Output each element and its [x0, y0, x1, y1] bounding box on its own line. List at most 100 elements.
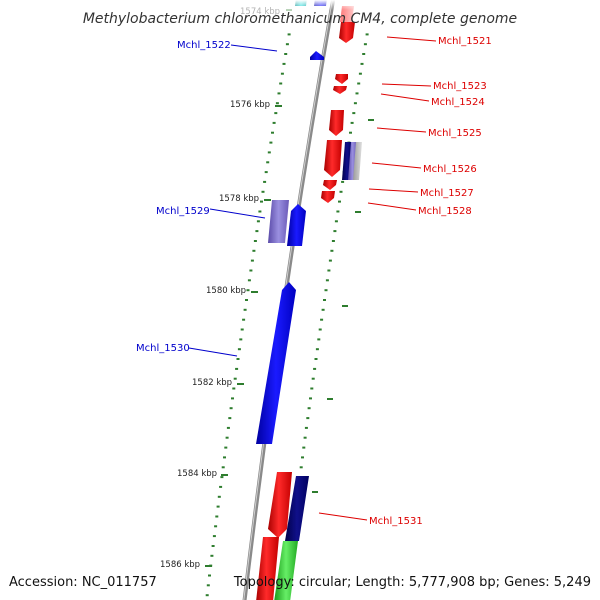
major-tick [205, 565, 212, 567]
minor-tick-left [232, 387, 236, 390]
minor-tick-right [352, 112, 356, 115]
gene-features [256, 0, 362, 600]
leader-line [386, 36, 437, 42]
minor-tick-right [299, 466, 303, 469]
minor-tick-right [330, 249, 334, 252]
minor-tick-right [363, 43, 367, 46]
gene-feature-bottom-red[interactable] [256, 537, 279, 600]
minor-tick-left [275, 102, 279, 105]
major-tick [221, 474, 228, 476]
coordinate-label: 1580 kbp [206, 286, 246, 296]
gene-label-mchl-1523[interactable]: Mchl_1523 [433, 81, 487, 92]
minor-tick-left [269, 141, 273, 144]
coordinate-label: 1576 kbp [230, 100, 270, 110]
minor-tick-right [302, 446, 306, 449]
leader-line [368, 188, 419, 193]
minor-tick-left [284, 53, 288, 55]
leader-line [376, 127, 427, 133]
minor-tick-left [239, 338, 243, 341]
gene-feature-mchl-1521[interactable] [339, 22, 355, 43]
gene-feature-bottom-green[interactable] [274, 541, 298, 600]
gene-label-mchl-1525[interactable]: Mchl_1525 [428, 128, 482, 139]
gene-label-mchl-1528[interactable]: Mchl_1528 [418, 206, 472, 217]
minor-tick-left [235, 367, 239, 370]
gene-feature-mchl-1530[interactable] [256, 282, 296, 444]
major-tick [251, 291, 258, 293]
minor-tick-left [219, 485, 223, 488]
gene-feature-mchl-1531-navy[interactable] [285, 476, 309, 541]
minor-tick-left [255, 230, 259, 233]
gene-feature-mchl-1522[interactable] [310, 51, 324, 60]
minor-tick-left [271, 131, 274, 134]
gene-feature-mchl-1525[interactable] [329, 110, 344, 136]
leader-line [367, 202, 417, 211]
minor-tick-left [228, 417, 232, 420]
gene-label-mchl-1524[interactable]: Mchl_1524 [431, 97, 485, 108]
leader-line [380, 93, 430, 102]
coordinate-label: 1586 kbp [160, 560, 200, 570]
minor-tick-right [341, 180, 345, 183]
minor-tick-right [350, 121, 354, 124]
gene-feature-mchl-1531[interactable] [268, 472, 292, 538]
gene-feature-mchl-1523[interactable] [335, 74, 348, 84]
minor-tick-right [315, 348, 319, 351]
right-major-ticks [312, 119, 374, 493]
gene-feature-mchl-1529-purple[interactable] [268, 200, 289, 243]
minor-tick-left [236, 358, 240, 360]
gene-label-mchl-1526[interactable]: Mchl_1526 [423, 164, 477, 175]
minor-tick-right [365, 33, 369, 36]
gene-feature-mchl-1527[interactable] [323, 180, 337, 190]
gene-label-mchl-1530[interactable]: Mchl_1530 [136, 343, 190, 354]
gene-label-mchl-1527[interactable]: Mchl_1527 [420, 188, 474, 199]
minor-tick-right [353, 102, 357, 105]
minor-tick-right [325, 279, 329, 282]
coordinate-scale: 1574 kbp 1576 kbp 1578 kbp 1580 kbp 1582… [160, 7, 292, 570]
minor-tick-left [256, 220, 260, 223]
minor-tick-right [324, 289, 328, 292]
coordinate-label: 1582 kbp [192, 378, 232, 388]
minor-tick-right [339, 190, 343, 193]
minor-tick-left [214, 525, 218, 528]
minor-tick-left [258, 210, 262, 213]
minor-tick-left [220, 476, 224, 479]
gene-feature-mchl-1529[interactable] [287, 204, 306, 246]
minor-tick-left [216, 505, 220, 508]
gene-label-mchl-1522[interactable]: Mchl_1522 [177, 40, 231, 51]
minor-tick-left [240, 328, 244, 331]
minor-tick-right [313, 367, 317, 370]
gene-label-mchl-1521[interactable]: Mchl_1521 [438, 36, 492, 47]
minor-tick-left [215, 515, 219, 518]
minor-tick-left [249, 269, 253, 272]
minor-tick-right [303, 436, 307, 439]
minor-tick-right [358, 72, 362, 75]
minor-tick-left [264, 171, 268, 174]
leader-line [318, 512, 368, 521]
leader-line [371, 162, 422, 169]
minor-tick-left [242, 318, 246, 321]
gene-feature-mchl-1526[interactable] [324, 140, 342, 177]
gene-label-mchl-1531[interactable]: Mchl_1531 [369, 516, 423, 527]
coordinate-1582: 1582 kbp [192, 378, 244, 388]
minor-tick-right [333, 230, 337, 233]
coordinate-1586: 1586 kbp [160, 560, 212, 570]
minor-tick-right [362, 53, 366, 55]
gene-label-mchl-1529[interactable]: Mchl_1529 [156, 206, 210, 217]
gene-feature-mchl-1526-gray[interactable] [353, 142, 362, 180]
coordinate-label: 1574 kbp [240, 7, 280, 17]
minor-tick-left [208, 574, 211, 577]
gene-feature-mchl-1524[interactable] [333, 86, 347, 94]
major-tick [275, 105, 282, 107]
minor-tick-left [231, 397, 234, 400]
minor-tick-left [211, 545, 215, 547]
minor-tick-left [287, 33, 291, 36]
minor-tick-right [310, 387, 314, 390]
minor-tick-left [277, 92, 281, 95]
minor-tick-right [321, 308, 325, 311]
minor-tick-right [331, 240, 335, 242]
major-tick [237, 383, 244, 385]
minor-tick-left [285, 43, 289, 46]
gene-feature-mchl-1528[interactable] [321, 191, 335, 203]
minor-tick-left [247, 279, 251, 282]
minor-tick-left [205, 594, 209, 597]
